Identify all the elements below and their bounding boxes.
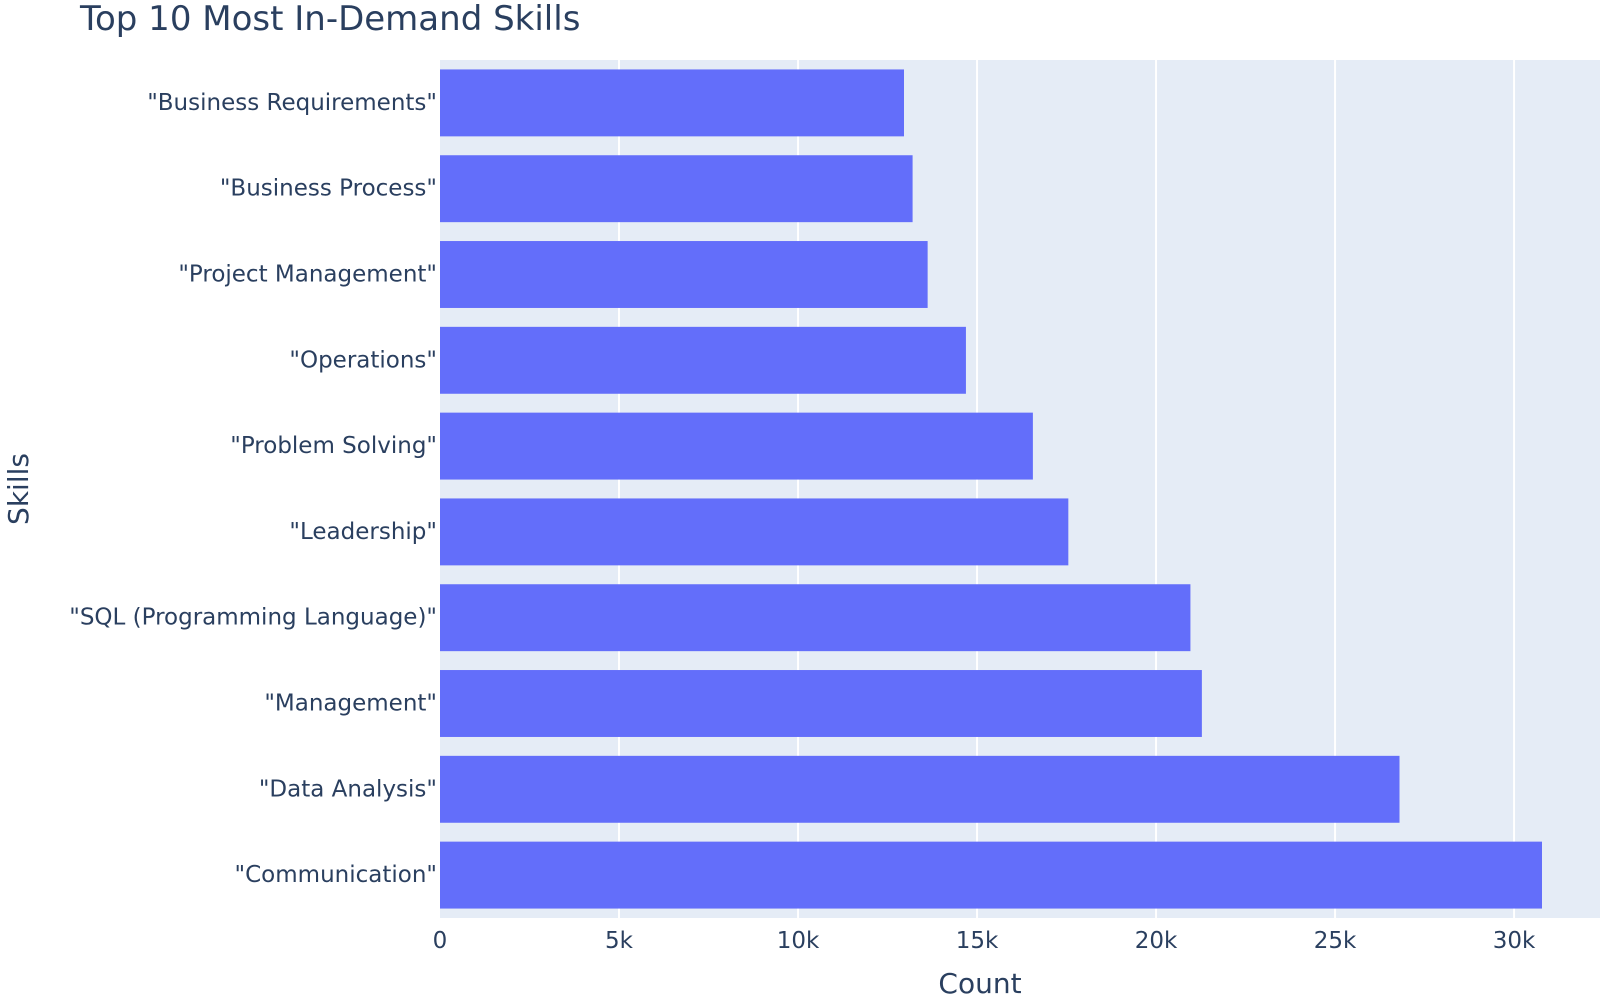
- bar: [440, 155, 913, 223]
- x-axis-tick-labels: 0 5k 10k 15k 20k 25k 30k: [433, 928, 1536, 954]
- y-tick-label: "Problem Solving": [230, 433, 437, 459]
- x-axis-title: Count: [938, 967, 1021, 1000]
- bar: [440, 412, 1033, 480]
- bar: [440, 326, 966, 394]
- y-tick-label: "Project Management": [178, 262, 437, 288]
- x-tick-label: 15k: [956, 928, 999, 954]
- y-tick-label: "Leadership": [289, 519, 437, 545]
- y-tick-label: "Data Analysis": [259, 776, 437, 802]
- bar: [440, 69, 904, 137]
- chart-title: Top 10 Most In-Demand Skills: [79, 0, 580, 39]
- bar: [440, 241, 928, 308]
- bar: [440, 498, 1069, 566]
- x-tick-label: 10k: [777, 928, 820, 954]
- y-tick-label: "Management": [264, 691, 437, 717]
- bar: [440, 841, 1542, 909]
- y-tick-label: "SQL (Programming Language)": [69, 605, 437, 631]
- bars: [440, 69, 1542, 909]
- bar: [440, 670, 1202, 737]
- x-tick-label: 20k: [1135, 928, 1178, 954]
- y-tick-label: "Communication": [235, 862, 437, 888]
- y-tick-label: "Business Requirements": [147, 90, 437, 116]
- y-axis-title: Skills: [2, 453, 35, 525]
- y-tick-label: "Operations": [289, 347, 437, 373]
- x-tick-label: 0: [433, 928, 448, 954]
- x-tick-label: 25k: [1314, 928, 1357, 954]
- x-tick-label: 30k: [1493, 928, 1536, 954]
- bar: [440, 584, 1191, 652]
- y-tick-label: "Business Process": [220, 176, 437, 202]
- bar: [440, 755, 1400, 823]
- x-tick-label: 5k: [605, 928, 634, 954]
- y-axis-tick-labels: "Business Requirements" "Business Process…: [69, 90, 437, 888]
